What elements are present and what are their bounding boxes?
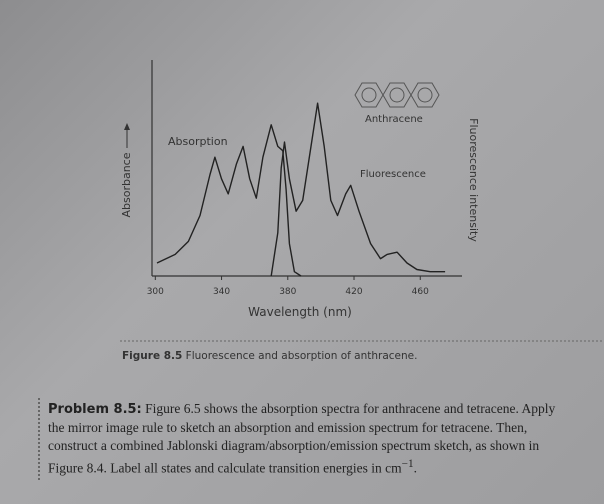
caption-label: Figure 8.5 <box>122 350 183 362</box>
caption-text: Fluorescence and absorption of anthracen… <box>185 350 418 362</box>
x-tick-label: 300 <box>147 287 164 297</box>
x-axis-label: Wavelength (nm) <box>248 305 352 319</box>
molecule-icon <box>354 82 440 108</box>
problem: Problem 8.5: Figure 6.5 shows the absorp… <box>38 398 576 480</box>
problem-label: Problem 8.5: <box>48 402 142 417</box>
x-tick-label: 380 <box>279 287 296 297</box>
series-line <box>156 124 302 277</box>
problem-text: Figure 6.5 shows the absorption spectra … <box>48 401 556 476</box>
chart: Absorbance Fluorescence intensity Wavele… <box>120 60 604 342</box>
y-axis-label: Absorbance <box>120 152 133 217</box>
problem-end: . <box>413 460 417 476</box>
y-axis-arrow <box>124 123 130 148</box>
x-tick-label: 340 <box>213 287 230 297</box>
problem-exponent: −1 <box>401 458 414 470</box>
annotation: Absorption <box>168 135 228 148</box>
annotation: Anthracene <box>365 114 423 125</box>
y2-axis-label: Fluorescence intensity <box>467 118 480 242</box>
caption: Figure 8.5 Fluorescence and absorption o… <box>122 350 417 362</box>
x-tick-label: 420 <box>345 287 362 297</box>
annotation: Fluorescence <box>360 169 426 180</box>
series-line <box>270 102 446 277</box>
x-tick-label: 460 <box>412 287 429 297</box>
